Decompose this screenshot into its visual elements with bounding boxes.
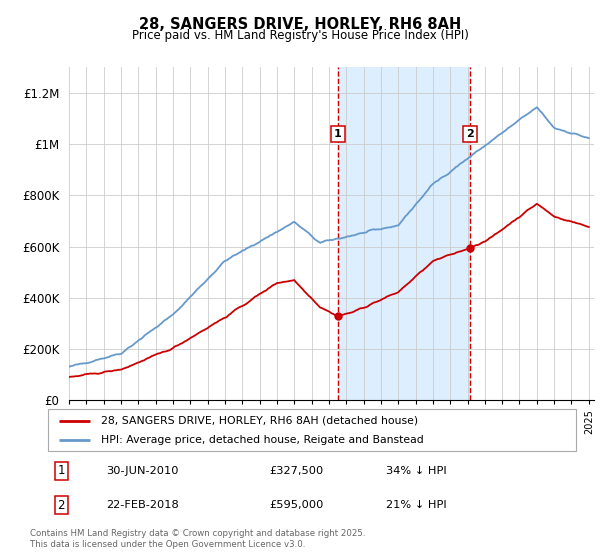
Text: 22-FEB-2018: 22-FEB-2018	[106, 500, 179, 510]
Text: Price paid vs. HM Land Registry's House Price Index (HPI): Price paid vs. HM Land Registry's House …	[131, 29, 469, 42]
FancyBboxPatch shape	[48, 409, 576, 451]
Text: 2: 2	[466, 129, 473, 139]
Text: 2: 2	[58, 498, 65, 512]
Text: 28, SANGERS DRIVE, HORLEY, RH6 8AH: 28, SANGERS DRIVE, HORLEY, RH6 8AH	[139, 17, 461, 32]
Text: 1: 1	[334, 129, 341, 139]
Text: 28, SANGERS DRIVE, HORLEY, RH6 8AH (detached house): 28, SANGERS DRIVE, HORLEY, RH6 8AH (deta…	[101, 416, 418, 426]
Text: 1: 1	[58, 464, 65, 477]
Text: HPI: Average price, detached house, Reigate and Banstead: HPI: Average price, detached house, Reig…	[101, 435, 424, 445]
Text: 30-JUN-2010: 30-JUN-2010	[106, 466, 179, 476]
Text: 34% ↓ HPI: 34% ↓ HPI	[386, 466, 446, 476]
Text: £327,500: £327,500	[270, 466, 324, 476]
Text: Contains HM Land Registry data © Crown copyright and database right 2025.
This d: Contains HM Land Registry data © Crown c…	[30, 529, 365, 549]
Text: 21% ↓ HPI: 21% ↓ HPI	[386, 500, 446, 510]
Text: £595,000: £595,000	[270, 500, 324, 510]
